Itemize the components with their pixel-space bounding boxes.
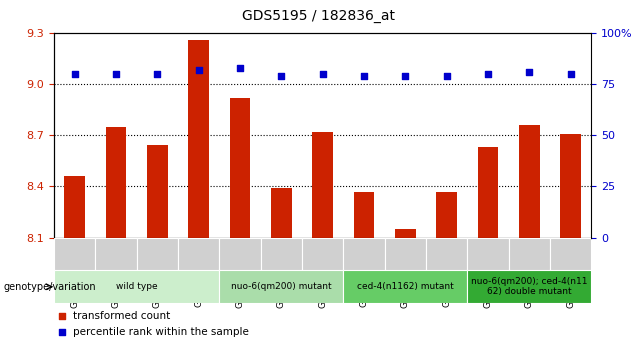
Bar	[147, 146, 168, 238]
Bar	[436, 192, 457, 238]
Point	[441, 73, 452, 79]
Point	[483, 71, 493, 77]
Bar	[188, 40, 209, 238]
Point	[317, 71, 328, 77]
Bar	[478, 147, 499, 238]
Text: percentile rank within the sample: percentile rank within the sample	[73, 327, 249, 337]
Bar	[54, 270, 219, 303]
Bar	[426, 238, 467, 270]
Text: nuo-6(qm200); ced-4(n11
62) double mutant: nuo-6(qm200); ced-4(n11 62) double mutan…	[471, 277, 588, 297]
Bar	[343, 238, 385, 270]
Point	[69, 71, 80, 77]
Bar	[560, 134, 581, 238]
Bar	[312, 132, 333, 238]
Bar	[178, 238, 219, 270]
Bar	[550, 238, 591, 270]
Bar	[219, 238, 261, 270]
Point	[111, 71, 121, 77]
Bar	[509, 238, 550, 270]
Bar	[230, 98, 251, 238]
Point	[57, 313, 67, 319]
Text: transformed count: transformed count	[73, 311, 170, 321]
Point	[152, 71, 162, 77]
Bar	[467, 270, 591, 303]
Point	[359, 73, 369, 79]
Point	[565, 71, 576, 77]
Bar	[106, 127, 127, 238]
Point	[235, 65, 245, 70]
Point	[193, 67, 204, 73]
Bar	[354, 192, 375, 238]
Bar	[95, 238, 137, 270]
Bar	[385, 238, 426, 270]
Text: ced-4(n1162) mutant: ced-4(n1162) mutant	[357, 282, 454, 291]
Point	[57, 329, 67, 335]
Text: genotype/variation: genotype/variation	[3, 282, 96, 292]
Point	[524, 69, 534, 74]
Text: wild type: wild type	[116, 282, 158, 291]
Bar	[219, 270, 343, 303]
Bar	[302, 238, 343, 270]
Bar	[519, 125, 540, 238]
Bar	[54, 238, 95, 270]
Bar	[261, 238, 302, 270]
Text: GDS5195 / 182836_at: GDS5195 / 182836_at	[242, 9, 394, 23]
Bar	[64, 176, 85, 238]
Bar	[467, 238, 509, 270]
Point	[401, 73, 411, 79]
Bar	[343, 270, 467, 303]
Bar	[395, 229, 416, 238]
Bar	[137, 238, 178, 270]
Bar	[271, 188, 292, 238]
Text: nuo-6(qm200) mutant: nuo-6(qm200) mutant	[231, 282, 332, 291]
Point	[276, 73, 286, 79]
